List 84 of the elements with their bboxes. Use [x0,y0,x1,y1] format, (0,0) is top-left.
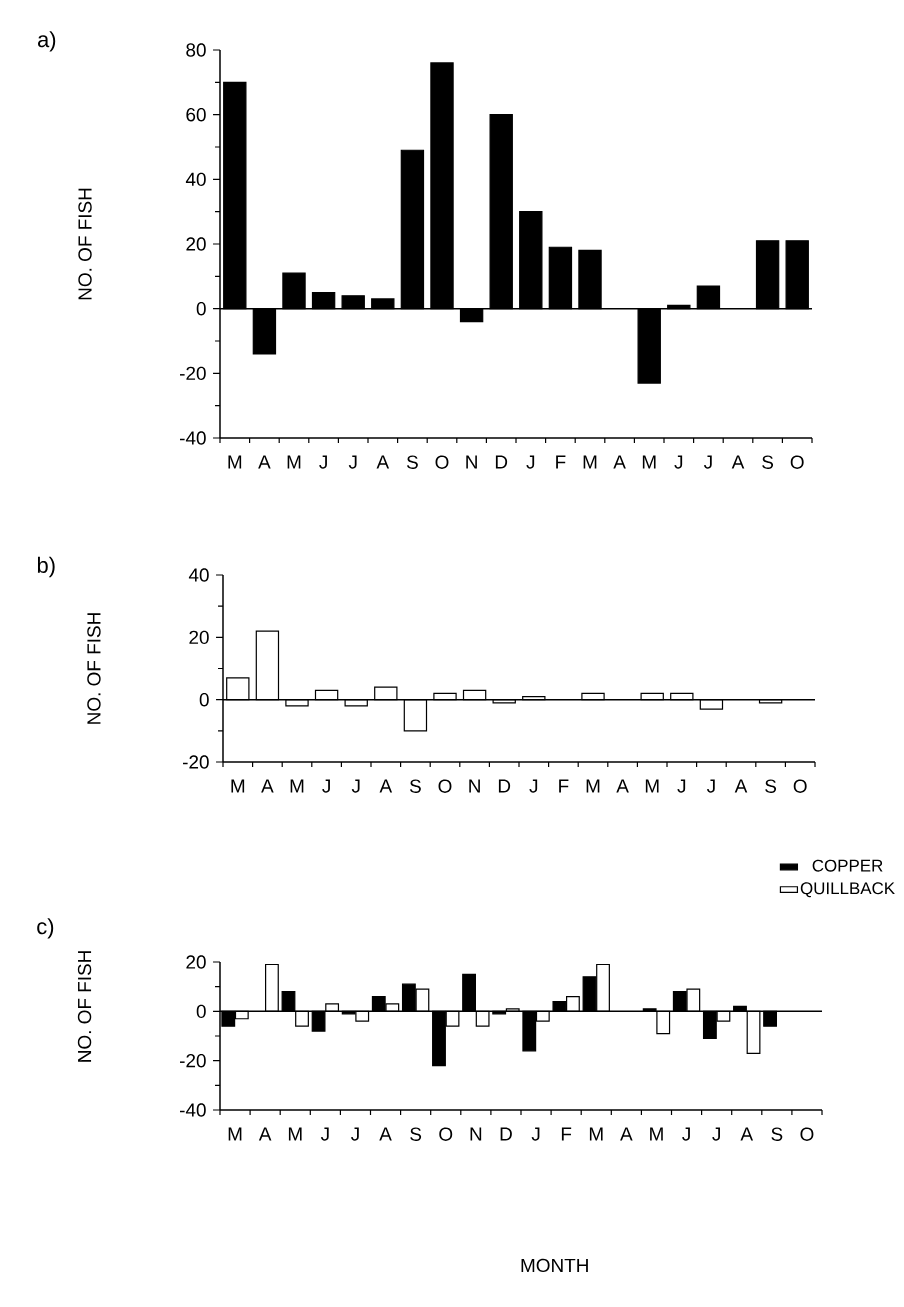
x-tick-label: A [616,779,629,793]
y-axis-title: NO. OF FISH [78,188,92,300]
x-tick-label: A [620,1127,633,1141]
x-tick-label: D [498,779,511,793]
y-tick-label: 40 [185,172,206,187]
x-tick-label: M [589,1127,603,1141]
x-tick-label: O [790,455,804,469]
x-tick-label: J [322,779,330,793]
x-tick-label: A [379,1127,392,1141]
x-tick-label: A [261,779,274,793]
x-tick-label: J [529,779,538,793]
y-tick-label: 20 [186,955,206,969]
legend-label: COPPER [812,859,883,872]
x-tick-label: M [290,779,304,793]
x-tick-label: J [703,455,712,469]
x-tick-label: M [287,455,301,469]
x-tick-label: J [351,1127,359,1141]
y-tick-label: 0 [199,692,209,707]
x-tick-label: S [406,455,418,469]
x-tick-label: D [500,1127,512,1141]
y-tick-label: -40 [180,1103,206,1117]
x-tick-label: D [495,455,508,469]
x-tick-label: O [439,1127,453,1141]
x-tick-label: F [556,455,566,469]
x-tick-label: J [531,1127,540,1141]
x-tick-label: S [765,779,777,793]
x-tick-label: A [613,455,626,469]
x-tick-label: S [410,1127,422,1141]
x-tick-label: A [258,455,271,469]
legend-label: QUILLBACK [800,882,895,898]
chart-title: c) [37,918,54,939]
x-tick-label: N [470,1127,482,1141]
y-tick-label: -20 [180,1053,206,1068]
y-tick-label: 80 [186,43,206,57]
x-tick-label: M [650,1127,663,1141]
x-tick-label: A [379,779,393,793]
y-tick-label: 40 [188,568,209,582]
x-tick-label: M [645,779,659,793]
text: b) [37,556,55,578]
x-tick-label: J [526,455,535,469]
x-tick-label: M [583,455,597,469]
x-tick-label: A [376,455,390,469]
chart-title: a) [38,31,56,52]
x-tick-label: M [642,455,656,469]
x-tick-label: F [559,779,569,793]
x-tick-label: N [466,455,477,469]
y-axis-title: NO. OF FISH [77,951,92,1062]
x-tick-label: J [677,779,686,793]
x-tick-label: J [319,455,327,469]
x-tick-label: A [740,1127,754,1141]
x-tick-label: J [674,455,683,469]
x-tick-label: S [762,455,774,469]
y-tick-label: -40 [180,431,206,445]
x-tick-label: A [734,779,748,793]
x-tick-label: O [435,455,449,469]
x-tick-label: J [706,779,715,793]
x-tick-label: M [288,1127,302,1141]
y-tick-label: 20 [186,237,206,251]
y-tick-label: 60 [186,107,206,122]
x-tick-label: J [348,455,357,469]
y-tick-label: 0 [196,301,206,316]
x-tick-label: O [793,779,807,793]
x-tick-label: S [409,779,421,793]
x-axis-title: MONTH [521,1258,588,1273]
y-tick-label: -20 [180,366,206,381]
x-tick-label: M [228,455,242,469]
x-tick-label: A [258,1127,272,1141]
y-tick-label: 0 [196,1004,206,1019]
x-tick-label: J [682,1127,690,1141]
x-tick-label: J [712,1127,720,1141]
x-tick-label: J [351,779,360,793]
x-tick-label: F [561,1127,572,1141]
x-tick-label: M [231,779,245,793]
x-tick-label: J [320,1127,329,1141]
x-tick-label: O [438,779,452,793]
x-tick-label: S [771,1127,783,1141]
x-tick-label: N [469,779,480,793]
x-tick-label: A [731,455,745,469]
x-tick-label: M [228,1127,242,1141]
x-tick-label: O [800,1127,814,1141]
x-tick-label: M [586,779,600,793]
y-tick-label: 20 [189,630,209,645]
y-tick-label: -20 [183,755,209,769]
y-axis-title: NO. OF FISH [87,613,101,724]
